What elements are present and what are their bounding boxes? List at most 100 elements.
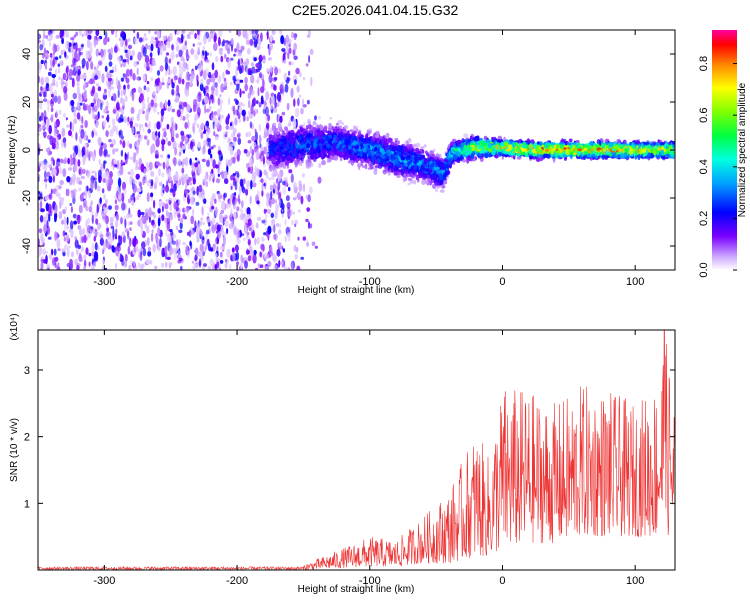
spectrogram-noise-cell bbox=[107, 176, 112, 184]
spectrogram-noise-cell bbox=[54, 256, 59, 262]
spectrogram-noise-cell bbox=[94, 75, 98, 81]
spectrogram-noise-cell bbox=[236, 261, 239, 266]
spectrogram-noise-cell bbox=[253, 249, 257, 256]
spectrogram-noise-cell bbox=[244, 76, 248, 84]
spectrogram-noise-cell bbox=[77, 69, 81, 76]
spectrogram-noise-cell bbox=[278, 68, 281, 74]
spectrogram-noise-cell bbox=[273, 264, 278, 270]
spectrogram-noise-cell bbox=[167, 78, 171, 84]
spectrogram-noise-cell bbox=[112, 166, 115, 170]
spectrogram-noise-cell bbox=[76, 112, 81, 120]
spectrogram-noise-cell bbox=[150, 36, 155, 42]
spectrogram-noise-cell bbox=[40, 76, 45, 86]
spectrogram-noise-cell bbox=[51, 93, 54, 98]
spectrogram-noise-cell bbox=[120, 30, 124, 38]
spectrogram-noise-cell bbox=[171, 82, 175, 89]
spectrogram-noise-cell bbox=[227, 159, 233, 167]
spectrogram-noise-cell bbox=[142, 127, 145, 132]
spectrogram-noise-cell bbox=[197, 30, 200, 36]
spectrogram-noise-cell bbox=[66, 188, 70, 197]
spectrogram-noise-cell bbox=[213, 42, 218, 51]
spectrogram-noise-cell bbox=[269, 64, 273, 74]
spectrogram-noise-cell bbox=[295, 67, 300, 75]
spectrogram-noise-cell bbox=[144, 222, 148, 229]
spectrogram-noise-cell bbox=[192, 98, 197, 109]
spectrogram-noise-cell bbox=[176, 225, 179, 231]
spectrogram-noise-cell bbox=[219, 114, 222, 124]
spectrogram-noise-cell bbox=[227, 137, 232, 144]
spectrogram-noise-cell bbox=[83, 85, 86, 91]
spectrogram-noise-cell bbox=[159, 65, 164, 72]
spectrogram-noise-cell bbox=[166, 159, 170, 168]
spectrogram-noise-cell bbox=[166, 256, 171, 260]
spectrogram-noise-cell bbox=[290, 31, 295, 39]
spectrogram-noise-cell bbox=[165, 228, 168, 238]
spectrogram-noise-cell bbox=[297, 97, 300, 107]
spectrogram-noise-cell bbox=[199, 220, 203, 226]
spectrogram-noise-cell bbox=[154, 83, 157, 88]
spectrogram-noise-cell bbox=[196, 94, 199, 102]
spectrogram-noise-cell bbox=[142, 176, 145, 186]
spectrogram-signal-cell bbox=[415, 142, 421, 148]
spectrogram-noise-cell bbox=[145, 37, 148, 41]
spectrogram-noise-cell bbox=[90, 61, 94, 70]
spectrogram-noise-cell bbox=[247, 255, 252, 262]
spectrogram-noise-cell bbox=[97, 245, 100, 251]
spectrogram-noise-cell bbox=[98, 158, 101, 165]
spectrogram-noise-cell bbox=[232, 127, 237, 134]
spectrogram-noise-cell bbox=[291, 261, 294, 270]
spectrogram-noise-cell bbox=[266, 233, 270, 238]
spectrogram-noise-cell bbox=[90, 210, 94, 216]
spectrogram-noise-cell bbox=[88, 233, 91, 239]
spectrogram-noise-cell bbox=[188, 182, 193, 186]
spectrogram-noise-cell bbox=[69, 258, 73, 269]
spectrogram-noise-cell bbox=[186, 179, 190, 186]
spectrogram-noise-cell bbox=[84, 265, 87, 270]
spectrogram-noise-cell bbox=[81, 168, 86, 175]
spectrogram-noise-cell bbox=[116, 190, 119, 199]
spectrogram-noise-cell bbox=[131, 199, 135, 206]
spectrogram-noise-cell bbox=[228, 30, 232, 34]
spectrogram-noise-cell bbox=[220, 209, 225, 214]
spectrogram-noise-cell bbox=[201, 194, 206, 198]
spectrogram-noise-cell bbox=[118, 252, 121, 260]
spectrogram-noise-cell bbox=[261, 182, 264, 192]
spectrogram-noise-cell bbox=[74, 50, 78, 60]
spectrogram-noise-cell bbox=[131, 126, 135, 135]
spectrogram-noise-cell bbox=[38, 126, 42, 132]
spectrogram-noise-cell bbox=[101, 115, 105, 119]
spectrogram-noise-cell bbox=[294, 223, 297, 228]
spectrogram-noise-cell bbox=[150, 170, 155, 177]
spectrogram-noise-cell bbox=[220, 246, 225, 250]
spectrogram-noise-cell bbox=[194, 257, 198, 262]
spectrogram-noise-cell bbox=[157, 111, 160, 115]
spectrogram-noise-cell bbox=[221, 200, 226, 211]
spectrogram-noise-cell bbox=[263, 232, 267, 236]
spectrogram-noise-cell bbox=[45, 162, 50, 168]
spectrogram-noise-cell bbox=[162, 161, 166, 170]
spectrogram-noise-cell bbox=[279, 30, 282, 36]
spectrogram-noise-cell bbox=[77, 159, 81, 167]
spectrogram-noise-cell bbox=[135, 173, 140, 180]
spectrogram-noise-cell bbox=[234, 244, 239, 253]
spectrogram-noise-cell bbox=[230, 57, 234, 61]
spectrogram-noise-cell bbox=[276, 91, 282, 102]
spectrogram-noise-cell bbox=[91, 265, 95, 270]
spectrogram-noise-cell bbox=[100, 48, 104, 58]
spectrogram-noise-cell bbox=[296, 265, 301, 270]
spectrogram-noise-cell bbox=[99, 233, 104, 239]
spectrogram-noise-cell bbox=[199, 190, 202, 200]
spectrogram-noise-cell bbox=[278, 259, 281, 268]
spectrogram-noise-cell bbox=[222, 84, 226, 88]
spectrogram-noise-cell bbox=[317, 116, 321, 120]
spectrogram-noise-cell bbox=[225, 117, 230, 125]
spectrogram-noise-cell bbox=[134, 123, 139, 128]
spectrogram-noise-cell bbox=[64, 156, 68, 163]
spectrogram-noise-cell bbox=[180, 33, 184, 44]
spectrogram-noise-cell bbox=[47, 228, 50, 233]
spectrogram-noise-cell bbox=[166, 167, 170, 174]
spectrogram-noise-cell bbox=[171, 121, 174, 132]
spectrogram-noise-cell bbox=[76, 74, 81, 82]
spectrogram-noise-cell bbox=[232, 105, 236, 116]
spectrogram-noise-cell bbox=[178, 104, 182, 110]
